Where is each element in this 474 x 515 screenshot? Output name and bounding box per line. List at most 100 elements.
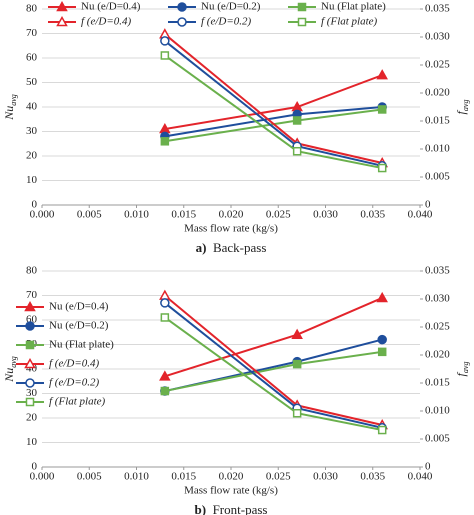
y-axis-title-sub: avg xyxy=(9,356,18,368)
y2-tick-label: 0.005 xyxy=(425,433,450,445)
x-tick-label: 0.010 xyxy=(124,471,149,483)
marker xyxy=(25,340,35,350)
y2-tick-label: 0.015 xyxy=(425,377,450,389)
x-tick-label: 0.020 xyxy=(219,471,244,483)
marker xyxy=(292,116,302,125)
x-tick-label: 0.040 xyxy=(408,471,433,483)
x-tick-label: 0.000 xyxy=(30,209,55,221)
marker xyxy=(56,15,68,27)
series-line xyxy=(164,74,383,131)
marker xyxy=(377,347,387,357)
y-axis-title-main: Nu xyxy=(2,368,16,383)
y2-tick-label: 0.005 xyxy=(425,171,450,183)
y-tick-label: 70 xyxy=(26,289,38,301)
y2-tick-label: 0 xyxy=(425,199,431,211)
y2-tick-label: 0.030 xyxy=(425,293,450,305)
series-line xyxy=(164,40,383,167)
legend-label: f (Flat plate) xyxy=(321,16,378,28)
y-tick-label: 30 xyxy=(26,125,38,137)
series-line xyxy=(164,297,383,378)
y2-tick-label: 0.020 xyxy=(425,87,450,99)
marker xyxy=(376,291,388,303)
y2-tick-label: 0.035 xyxy=(425,3,450,15)
x-tick-label: 0.025 xyxy=(266,471,291,483)
series-line xyxy=(164,108,383,143)
legend-label: Nu (Flat plate) xyxy=(321,1,386,13)
caption: b) Front-pass xyxy=(195,502,268,515)
marker xyxy=(24,300,36,312)
marker xyxy=(376,69,388,80)
x-tick-label: 0.005 xyxy=(77,471,102,483)
legend-label: Nu (e/D=0.4) xyxy=(81,1,141,13)
y2-tick-label: 0.035 xyxy=(425,265,450,277)
marker xyxy=(24,357,36,369)
y2-tick-label: 0.030 xyxy=(425,31,450,43)
y-tick-label: 10 xyxy=(26,436,38,448)
y2-tick-label: 0.010 xyxy=(425,143,450,155)
x-tick-label: 0.015 xyxy=(171,209,196,221)
legend-label: Nu (e/D=0.2) xyxy=(201,1,261,13)
x-tick-label: 0.000 xyxy=(30,471,55,483)
legend-label: Nu (e/D=0.4) xyxy=(49,301,109,313)
y2-axis-title: favg xyxy=(454,100,471,115)
y-tick-label: 20 xyxy=(26,150,38,162)
y-tick-label: 50 xyxy=(26,76,38,88)
x-tick-label: 0.010 xyxy=(124,209,149,221)
marker xyxy=(292,146,302,156)
y-tick-label: 40 xyxy=(26,363,38,375)
x-tick-label: 0.040 xyxy=(408,209,433,221)
x-tick-label: 0.035 xyxy=(360,471,385,483)
chart: 0102030405060708000.0050.0100.0150.0200.… xyxy=(2,1,471,255)
y-tick-label: 60 xyxy=(26,52,38,64)
marker xyxy=(292,408,302,418)
y2-tick-label: 0.015 xyxy=(425,115,450,127)
marker xyxy=(297,17,307,27)
y-axis-title: Nuavg xyxy=(2,94,19,121)
marker xyxy=(160,36,170,46)
y2-axis-title-main: f xyxy=(454,109,468,114)
y2-tick-label: 0.025 xyxy=(425,321,450,333)
y-tick-label: 60 xyxy=(26,314,38,326)
caption-label: a) xyxy=(196,240,207,255)
caption: a) Back-pass xyxy=(196,240,267,255)
y-tick-label: 0 xyxy=(32,461,38,473)
marker xyxy=(292,359,302,369)
y2-tick-label: 0.010 xyxy=(425,405,450,417)
marker xyxy=(297,2,307,12)
y-tick-label: 80 xyxy=(26,3,38,15)
chart: 0102030405060708000.0050.0100.0150.0200.… xyxy=(2,265,471,515)
legend-label: f (e/D=0.2) xyxy=(201,16,252,28)
y2-axis-title-sub: avg xyxy=(461,362,470,374)
caption-text: Back-pass xyxy=(213,240,266,255)
caption-text: Front-pass xyxy=(213,502,268,515)
legend-label: f (Flat plate) xyxy=(49,396,106,408)
marker xyxy=(159,370,171,381)
marker xyxy=(160,386,170,396)
marker xyxy=(25,397,35,407)
legend-label: f (e/D=0.2) xyxy=(49,377,100,389)
series-line xyxy=(164,294,383,426)
y2-tick-label: 0 xyxy=(425,461,431,473)
y-tick-label: 70 xyxy=(26,27,38,39)
legend-label: f (e/D=0.4) xyxy=(81,16,132,28)
y2-tick-label: 0.025 xyxy=(425,59,450,71)
marker xyxy=(177,2,187,12)
x-tick-label: 0.015 xyxy=(171,471,196,483)
marker xyxy=(25,321,35,331)
series-line xyxy=(164,33,383,164)
marker xyxy=(160,313,170,322)
y-tick-label: 30 xyxy=(26,387,38,399)
x-tick-label: 0.035 xyxy=(360,209,385,221)
y-tick-label: 20 xyxy=(26,412,38,424)
y-tick-label: 80 xyxy=(26,265,38,277)
y2-tick-label: 0.020 xyxy=(425,349,450,361)
legend-label: Nu (Flat plate) xyxy=(49,339,114,351)
marker xyxy=(56,0,68,12)
x-axis-title: Mass flow rate (kg/s) xyxy=(184,485,278,497)
x-tick-label: 0.020 xyxy=(219,209,244,221)
legend-label: f (e/D=0.4) xyxy=(49,358,100,370)
marker xyxy=(377,334,387,345)
caption-label: b) xyxy=(195,502,207,515)
y2-axis-title-main: f xyxy=(454,371,468,376)
